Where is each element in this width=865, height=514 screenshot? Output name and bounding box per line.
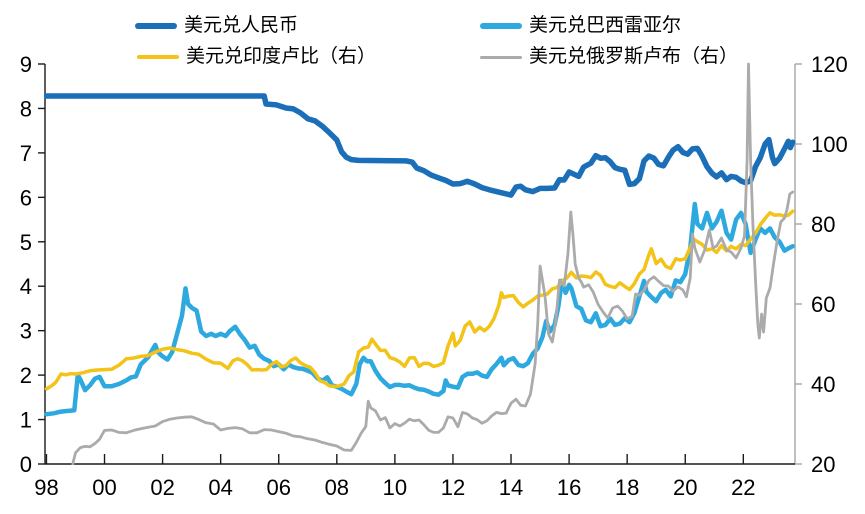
- axis-tick-label: 00: [92, 475, 116, 500]
- axis-tick-label: 9: [20, 52, 32, 77]
- axis-tick-label: 3: [20, 319, 32, 344]
- axis-tick-label: 14: [499, 475, 523, 500]
- axis-tick-label: 10: [383, 475, 407, 500]
- axis-tick-label: 4: [20, 274, 32, 299]
- axis-tick-label: 08: [325, 475, 349, 500]
- axis-tick-label: 5: [20, 230, 32, 255]
- axis-tick-label: 120: [811, 52, 848, 77]
- axis-tick-label: 16: [557, 475, 581, 500]
- axis-tick-label: 20: [811, 452, 835, 477]
- axis-tick-label: 18: [615, 475, 639, 500]
- axis-tick-label: 7: [20, 141, 32, 166]
- axis-tick-label: 20: [673, 475, 697, 500]
- axis-tick-label: 40: [811, 372, 835, 397]
- axis-tick-label: 06: [266, 475, 290, 500]
- axis-tick-label: 80: [811, 212, 835, 237]
- series-line-0: [44, 93, 796, 198]
- axis-tick-label: 04: [208, 475, 232, 500]
- axis-tick-label: 02: [150, 475, 174, 500]
- axis-tick-label: 98: [34, 475, 58, 500]
- axis-tick-label: 22: [731, 475, 755, 500]
- series-line-3: [71, 62, 795, 465]
- axis-tick-label: 1: [20, 408, 32, 433]
- axis-tick-label: 6: [20, 185, 32, 210]
- axis-tick-label: 12: [441, 475, 465, 500]
- series-line-2: [44, 209, 795, 391]
- axis-tick-label: 0: [20, 452, 32, 477]
- axis-tick-label: 8: [20, 96, 32, 121]
- axis-tick-label: 2: [20, 363, 32, 388]
- series-line-1: [44, 201, 795, 417]
- axis-tick-label: 60: [811, 292, 835, 317]
- axis-tick-label: 100: [811, 132, 848, 157]
